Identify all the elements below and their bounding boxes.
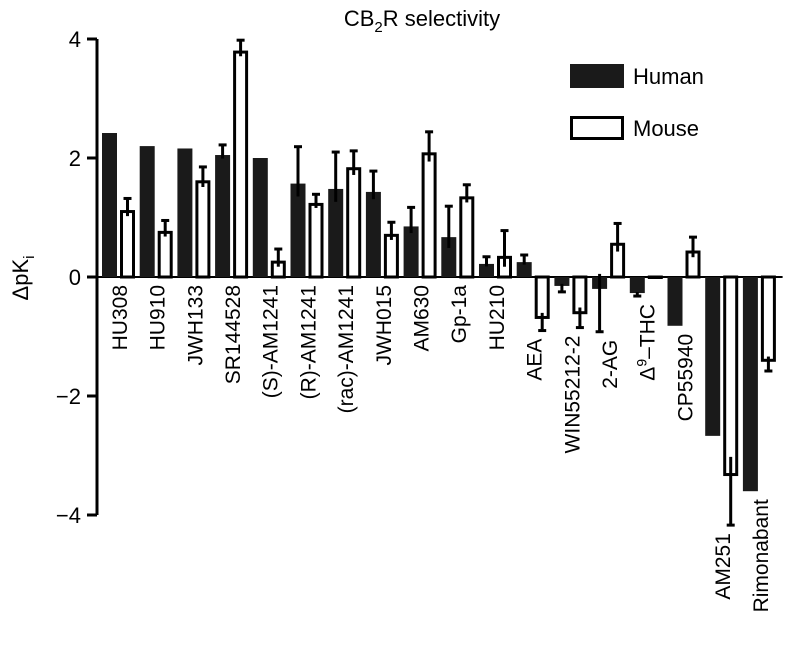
- category-label: CP55940: [674, 334, 697, 422]
- y-tick-label: 4: [69, 27, 81, 52]
- category-label: Gp-1a: [448, 285, 471, 344]
- category-label: Rimonabant: [750, 499, 773, 612]
- bar-human: [365, 191, 381, 277]
- bar-mouse: [572, 275, 588, 315]
- category-label: HU308: [109, 285, 132, 350]
- category-label: WIN55212-2: [561, 336, 584, 454]
- y-tick-label: −2: [56, 384, 81, 409]
- category-label: AEA: [524, 339, 547, 381]
- category-label: JWH015: [373, 285, 396, 366]
- y-tick-label: 2: [69, 146, 81, 171]
- bar-human: [629, 277, 645, 294]
- category-label: 2-AG: [599, 340, 622, 389]
- category-label: AM630: [410, 285, 433, 352]
- bar-human: [177, 148, 193, 277]
- bar-human: [479, 263, 494, 277]
- category-label: AM251: [712, 533, 735, 600]
- category-label: HU910: [147, 285, 170, 350]
- bar-mouse: [195, 180, 211, 279]
- bar-human: [441, 237, 457, 277]
- bar-human: [252, 158, 268, 277]
- y-tick-label: 0: [69, 265, 81, 290]
- error-bars-group: [123, 38, 773, 527]
- y-axis: 4 2 0 −2 −4: [56, 27, 783, 528]
- legend-label-human: Human: [633, 64, 704, 89]
- category-label: SR144528: [222, 285, 245, 384]
- bar-human: [139, 146, 155, 277]
- legend-label-mouse: Mouse: [633, 116, 699, 141]
- category-label: (rac)-AM1241: [335, 285, 358, 413]
- bar-human: [290, 183, 306, 277]
- bar-human: [667, 277, 683, 326]
- bar-mouse: [120, 210, 135, 279]
- bar-mouse: [421, 152, 437, 279]
- bar-mouse: [760, 275, 776, 362]
- bar-human: [328, 188, 344, 277]
- chart-title: CB2R selectivity: [344, 6, 500, 36]
- bar-human: [516, 262, 532, 277]
- bar-mouse: [534, 275, 550, 319]
- legend: Human Mouse: [570, 64, 704, 141]
- bar-mouse: [459, 196, 475, 279]
- category-label: HU210: [486, 285, 509, 350]
- bar-mouse: [723, 275, 739, 477]
- bar-human: [742, 277, 758, 492]
- y-axis-label: ΔpKi: [8, 256, 38, 301]
- category-label: JWH133: [184, 285, 207, 366]
- bar-mouse: [647, 275, 663, 279]
- y-tick-label: −4: [56, 503, 81, 528]
- bar-human: [403, 226, 419, 277]
- bar-mouse: [157, 230, 173, 279]
- bar-human: [554, 277, 570, 286]
- bars-group: [102, 50, 776, 492]
- bar-mouse: [233, 50, 249, 279]
- category-labels-group: HU308 HU910 JWH133 SR144528 (S)-AM1241 (R)-AM…: [109, 285, 773, 613]
- bar-mouse: [308, 202, 324, 279]
- category-label: Δ9–THC: [634, 304, 660, 381]
- bar-human: [102, 133, 117, 277]
- category-label: (S)-AM1241: [260, 285, 283, 398]
- bar-human: [215, 155, 231, 277]
- category-label: (R)-AM1241: [297, 285, 320, 399]
- legend-swatch-human: [570, 64, 624, 88]
- legend-swatch-mouse: [570, 116, 624, 140]
- bar-mouse: [383, 233, 399, 279]
- bar-mouse: [346, 167, 362, 279]
- bar-human: [705, 277, 721, 436]
